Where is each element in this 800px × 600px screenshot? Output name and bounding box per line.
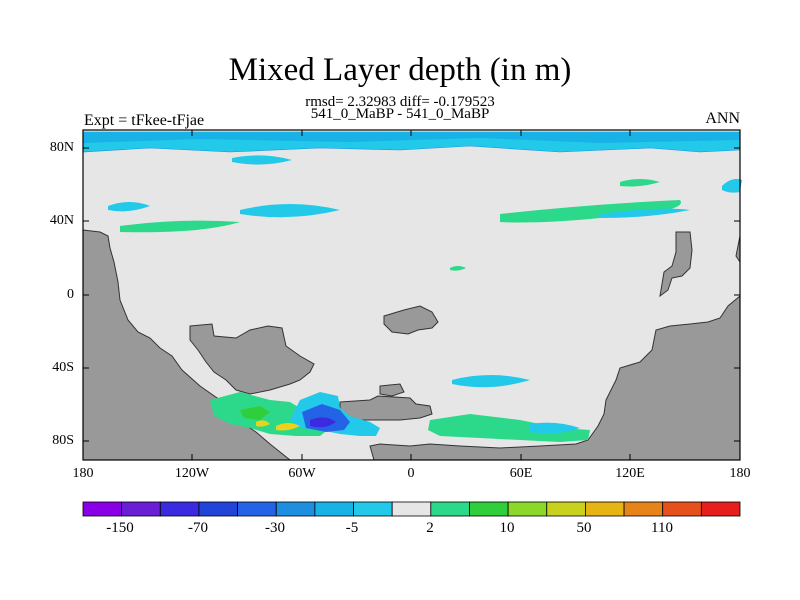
anomaly-patch bbox=[450, 266, 466, 271]
colorbar-swatch bbox=[314, 501, 354, 517]
anomaly-patch bbox=[240, 204, 340, 218]
colorbar-swatch bbox=[430, 501, 470, 517]
southern-ocean-anomaly bbox=[276, 423, 300, 431]
lat-tick-label: 80N bbox=[49, 140, 74, 155]
colorbar-swatch bbox=[546, 501, 586, 517]
colorbar-tick-label: 2 bbox=[426, 520, 434, 536]
rmsd-line: rmsd= 2.32983 diff= -0.179523 bbox=[305, 94, 495, 110]
subtitle: 541_0_MaBP - 541_0_MaBP bbox=[310, 106, 490, 122]
lat-tick-label: 40N bbox=[49, 213, 74, 228]
colorbar-swatch bbox=[198, 501, 238, 517]
colorbar-swatch bbox=[585, 501, 625, 517]
lat-tick-label: 0 bbox=[67, 287, 74, 302]
colorbar-swatch bbox=[469, 501, 509, 517]
land-south-america bbox=[189, 323, 315, 395]
colorbar bbox=[82, 501, 741, 517]
colorbar-swatch bbox=[507, 501, 548, 517]
arctic-band-deep bbox=[83, 132, 740, 143]
lon-tick-label: 60W bbox=[288, 466, 316, 481]
anomaly-patch bbox=[620, 179, 660, 187]
colorbar-swatch bbox=[159, 501, 200, 517]
southern-ocean-anomaly bbox=[310, 417, 336, 428]
anomaly-patch bbox=[108, 202, 150, 212]
southern-ocean-anomaly bbox=[240, 406, 270, 420]
page-title: Mixed Layer depth (in m) bbox=[228, 52, 572, 88]
lon-tick-marks bbox=[82, 130, 741, 460]
experiment-label: Expt = tFkee-tFjae bbox=[84, 112, 205, 129]
lon-tick-label: 60E bbox=[509, 466, 533, 481]
lon-tick-label: 0 bbox=[407, 466, 415, 481]
lon-tick-label: 180 bbox=[729, 466, 751, 481]
colorbar-tick-label: 110 bbox=[651, 520, 673, 536]
colorbar-swatch bbox=[82, 501, 123, 517]
colorbar-swatch bbox=[662, 501, 702, 517]
colorbar-tick-label: 10 bbox=[499, 520, 515, 536]
colorbar-tick-label: -150 bbox=[106, 520, 134, 536]
anomaly-patch bbox=[452, 375, 530, 388]
colorbar-swatch bbox=[353, 501, 393, 517]
land-australia-antarctica bbox=[369, 294, 741, 461]
lat-tick-marks bbox=[83, 147, 740, 442]
lat-tick-label: 40S bbox=[52, 360, 74, 375]
colorbar-tick-label: -70 bbox=[188, 520, 208, 536]
season-label: ANN bbox=[705, 110, 740, 127]
colorbar-swatch bbox=[700, 501, 741, 517]
land-africa bbox=[383, 305, 439, 335]
colorbar-tick-label: -5 bbox=[345, 520, 359, 536]
colorbar-swatch bbox=[121, 501, 161, 517]
land-island bbox=[379, 383, 405, 397]
lon-tick-label: 120E bbox=[615, 466, 645, 481]
lon-tick-label: 120W bbox=[174, 466, 210, 481]
anomaly-patch bbox=[120, 220, 240, 233]
anomaly-patch bbox=[722, 178, 742, 193]
colorbar-swatch bbox=[275, 501, 316, 517]
southern-ocean-anomaly bbox=[530, 422, 580, 434]
colorbar-swatch bbox=[237, 501, 277, 517]
lon-tick-label: 180 bbox=[72, 466, 94, 481]
colorbar-swatch bbox=[391, 501, 432, 517]
anomaly-patch bbox=[600, 208, 690, 218]
southern-ocean-anomaly bbox=[428, 414, 590, 442]
southern-ocean-anomaly bbox=[256, 420, 270, 427]
lat-tick-label: 80S bbox=[52, 433, 74, 448]
land-asia-east bbox=[659, 231, 693, 298]
colorbar-tick-label: 50 bbox=[576, 520, 592, 536]
land-americas-west bbox=[82, 229, 292, 461]
anomaly-patch bbox=[232, 155, 292, 165]
anomaly-patch bbox=[500, 200, 681, 223]
colorbar-swatch bbox=[623, 501, 664, 517]
colorbar-tick-label: -30 bbox=[265, 520, 285, 536]
